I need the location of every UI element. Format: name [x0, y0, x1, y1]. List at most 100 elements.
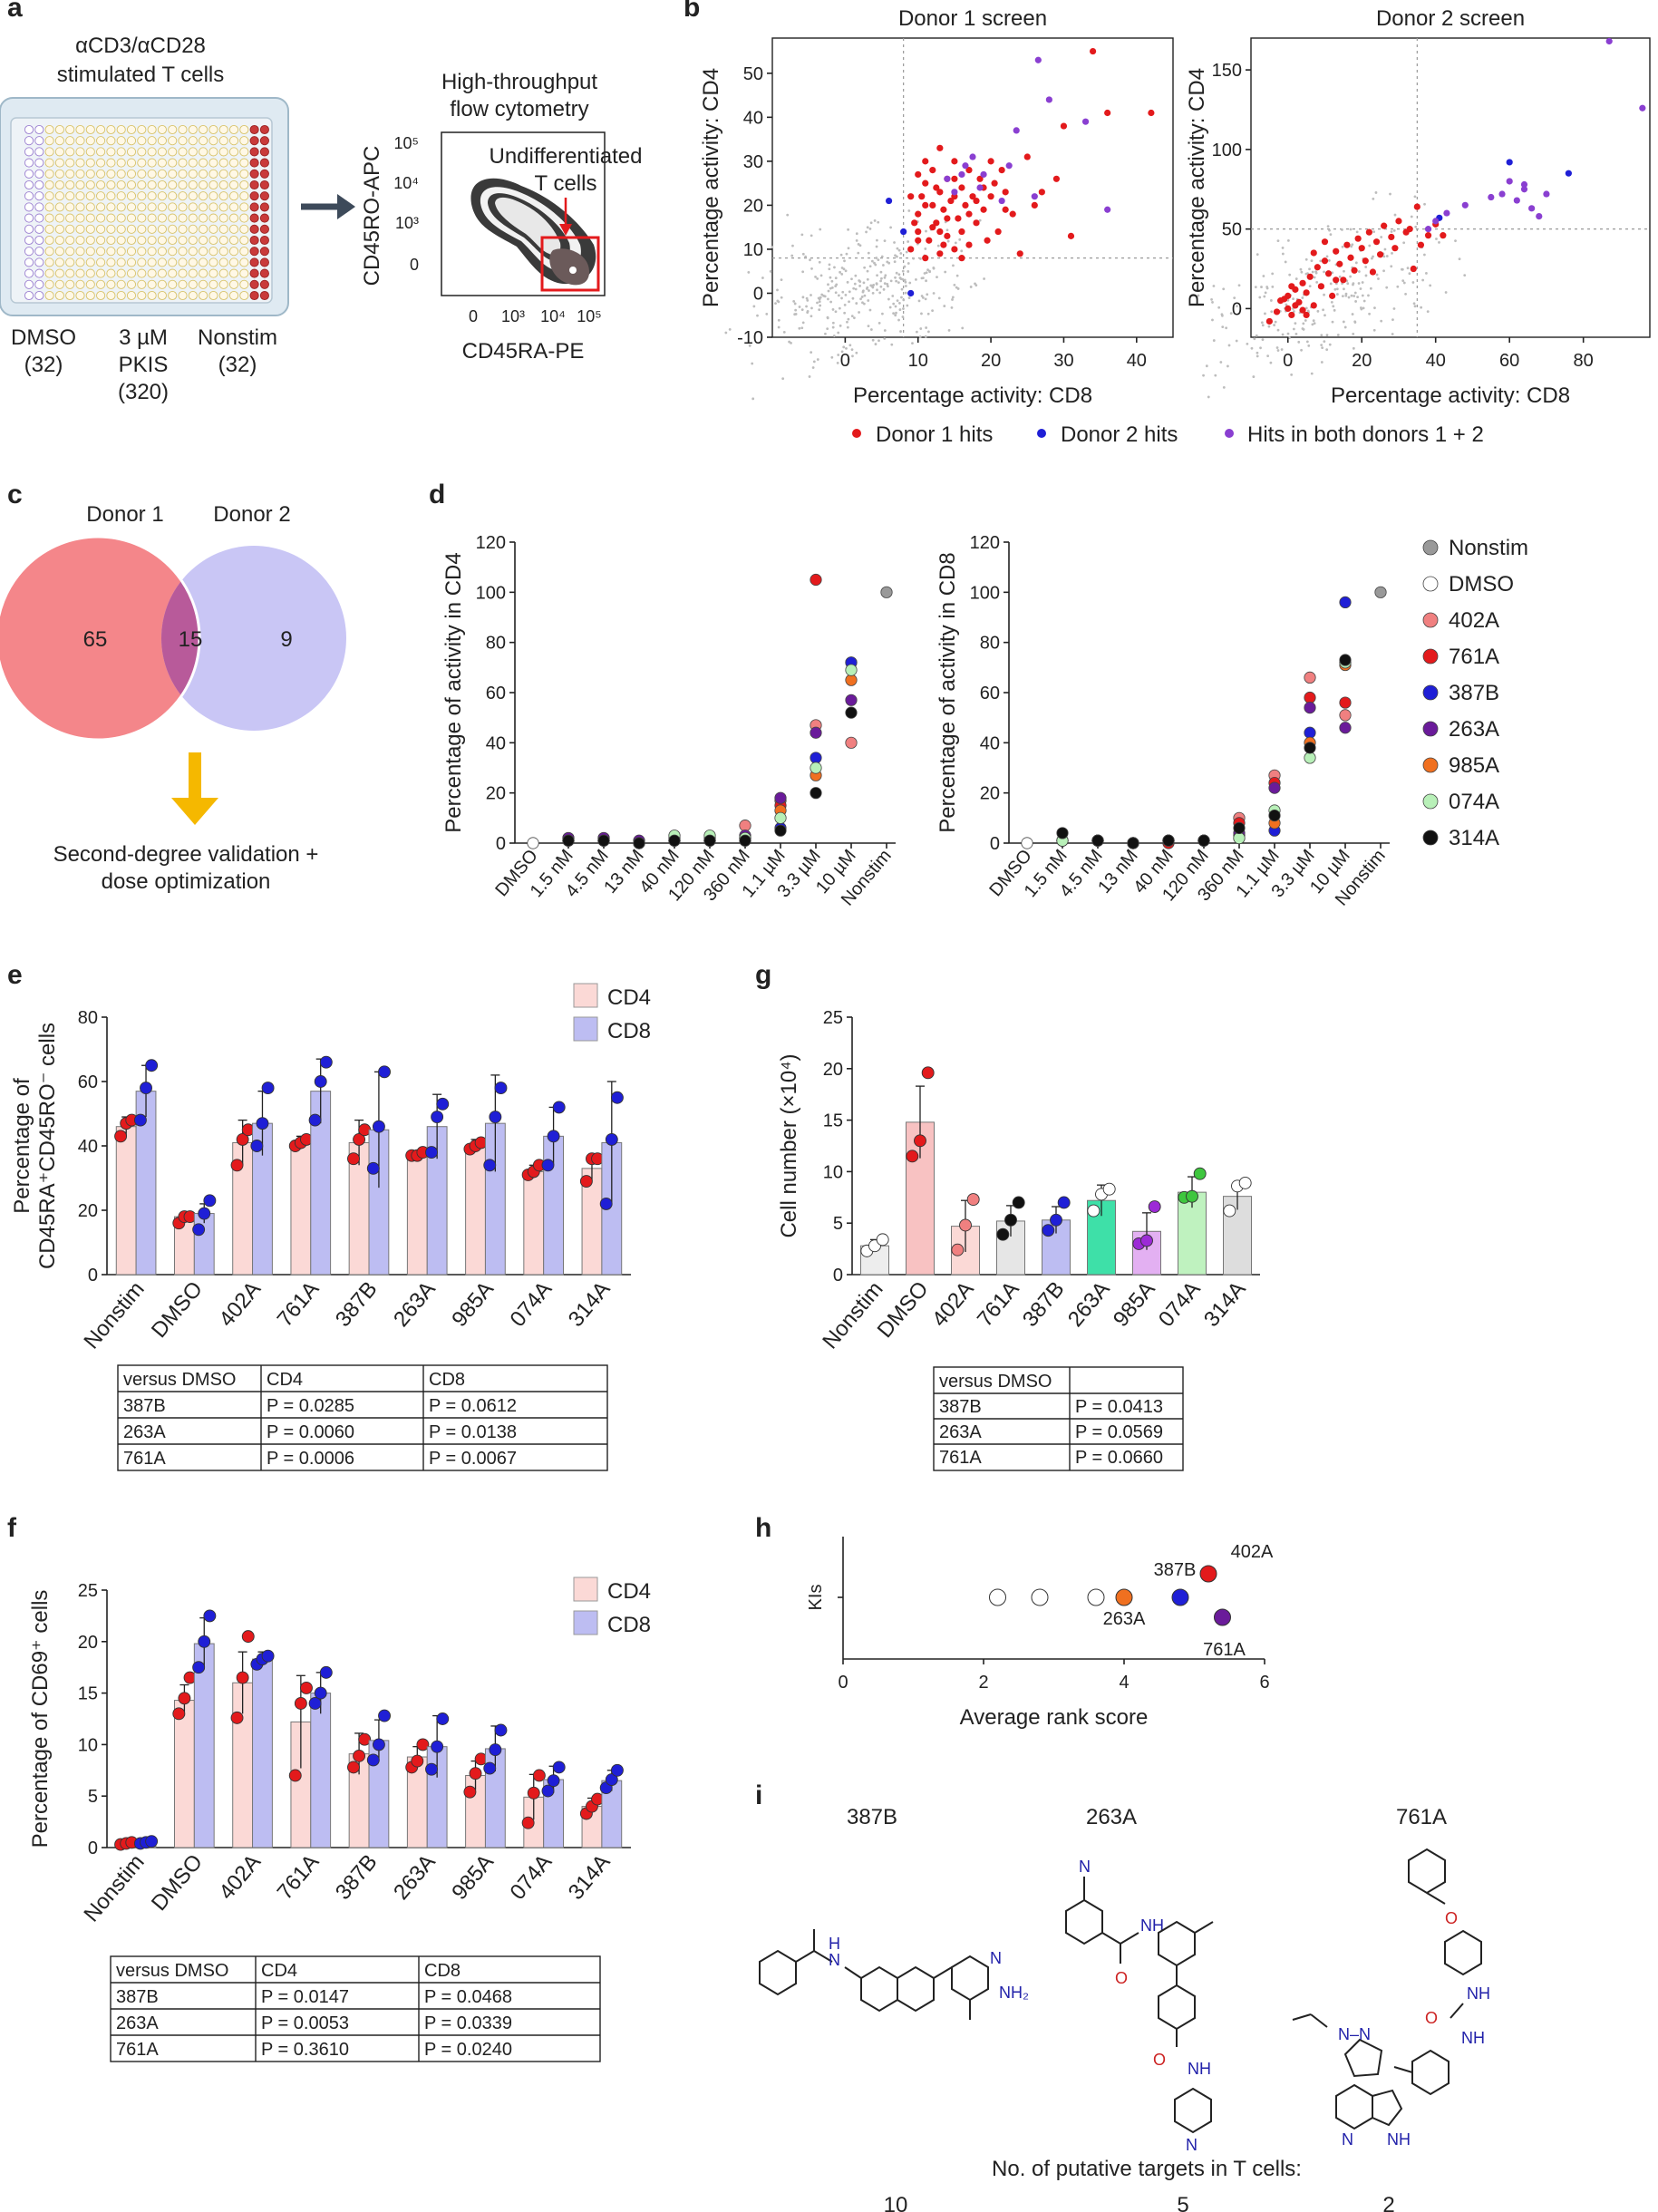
plate-well	[34, 247, 44, 257]
background-point	[1269, 361, 1273, 364]
data-point	[951, 175, 958, 182]
y-axis-label: Percentage activity: CD4	[1185, 68, 1209, 307]
plate-well	[75, 169, 85, 179]
background-point	[880, 276, 883, 280]
background-point	[776, 288, 779, 292]
background-point	[1255, 334, 1258, 337]
plate-well	[157, 169, 167, 179]
background-point	[843, 259, 846, 263]
plate-well	[24, 136, 34, 146]
replicate-point	[378, 1709, 391, 1722]
legend-label-cd4: CD4	[607, 1579, 651, 1604]
background-point	[855, 351, 858, 354]
y-axis-label: Percentage of activity in CD8	[936, 552, 960, 832]
flow-title-line2: flow cytometry	[450, 97, 588, 121]
background-point	[955, 286, 958, 289]
plate-well	[188, 179, 198, 190]
legend-marker	[1422, 648, 1439, 665]
background-point	[792, 299, 796, 303]
background-point	[808, 375, 811, 378]
plate-well	[85, 191, 95, 201]
plate-well	[188, 169, 198, 179]
data-point	[1233, 821, 1246, 835]
data-point	[955, 215, 962, 222]
plate-well	[157, 124, 167, 135]
data-point	[918, 193, 926, 200]
background-point	[845, 346, 848, 350]
plate-well	[34, 179, 44, 190]
background-point	[907, 262, 910, 265]
data-point	[926, 237, 933, 244]
replicate-point	[579, 1175, 593, 1188]
background-point	[771, 246, 774, 248]
replicate-point	[241, 1630, 255, 1644]
data-point	[998, 166, 1005, 174]
legend-b: Donor 1 hits Donor 2 hits Hits in both d…	[852, 422, 1484, 447]
y-axis-label: Percentage of activity in CD4	[441, 552, 466, 832]
plate-well	[208, 247, 218, 257]
plate-well	[178, 290, 188, 301]
plate-well	[24, 235, 34, 246]
legend-marker	[1422, 576, 1439, 592]
venn-outline-donor1	[0, 535, 201, 742]
replicate-point	[469, 1767, 482, 1780]
background-point	[724, 331, 728, 335]
background-point	[1335, 287, 1339, 291]
y-tick-label: 0	[496, 834, 506, 854]
data-point	[1171, 1588, 1189, 1606]
background-point	[924, 335, 927, 338]
background-point	[1325, 348, 1329, 351]
well-plate	[0, 97, 289, 316]
plate-well	[106, 257, 116, 267]
table-header: CD8	[424, 1961, 461, 1981]
background-point	[1408, 272, 1411, 276]
plot-frame	[1250, 37, 1651, 338]
flow-xtick: 10⁴	[540, 307, 566, 325]
background-point	[830, 279, 834, 283]
data-point	[958, 184, 965, 191]
plate-well	[54, 124, 64, 135]
plate-well	[116, 213, 126, 223]
background-point	[1325, 334, 1329, 337]
legend-dot-donor1	[852, 429, 861, 438]
data-point	[1513, 197, 1520, 204]
plate-well	[218, 136, 228, 146]
background-point	[901, 277, 905, 281]
data-point	[1440, 232, 1447, 239]
data-point	[973, 219, 980, 227]
plate-well	[54, 147, 64, 157]
background-point	[776, 299, 780, 303]
background-point	[1356, 296, 1360, 298]
replicate-point	[294, 1697, 307, 1710]
background-point	[1222, 385, 1226, 389]
background-point	[831, 308, 835, 311]
background-point	[1328, 343, 1332, 346]
plate-well	[106, 179, 116, 190]
data-point	[1304, 726, 1316, 739]
legend-marker	[1422, 721, 1439, 737]
legend-e: CD4 CD8	[573, 983, 651, 1043]
data-point	[940, 241, 947, 248]
background-point	[828, 267, 831, 271]
plate-well	[75, 247, 85, 257]
data-point	[1013, 127, 1020, 134]
plate-well	[44, 147, 54, 157]
plate-well	[199, 279, 208, 289]
point-label: 402A	[1231, 1542, 1274, 1562]
plate-well	[188, 247, 198, 257]
background-point	[1307, 344, 1311, 347]
background-point	[1311, 323, 1314, 326]
background-point	[887, 285, 889, 288]
plate-well	[137, 179, 147, 190]
background-point	[1217, 306, 1221, 309]
plate-well	[259, 290, 269, 301]
background-point	[846, 280, 849, 284]
table-cell: P = 0.0339	[424, 2013, 512, 2033]
plate-well	[249, 213, 259, 223]
table-cell: P = 0.0138	[429, 1422, 517, 1442]
plate-well	[106, 213, 116, 223]
y-tick-label: 20	[78, 1201, 98, 1221]
atom-label: H	[829, 1935, 840, 1953]
background-point	[880, 255, 884, 258]
